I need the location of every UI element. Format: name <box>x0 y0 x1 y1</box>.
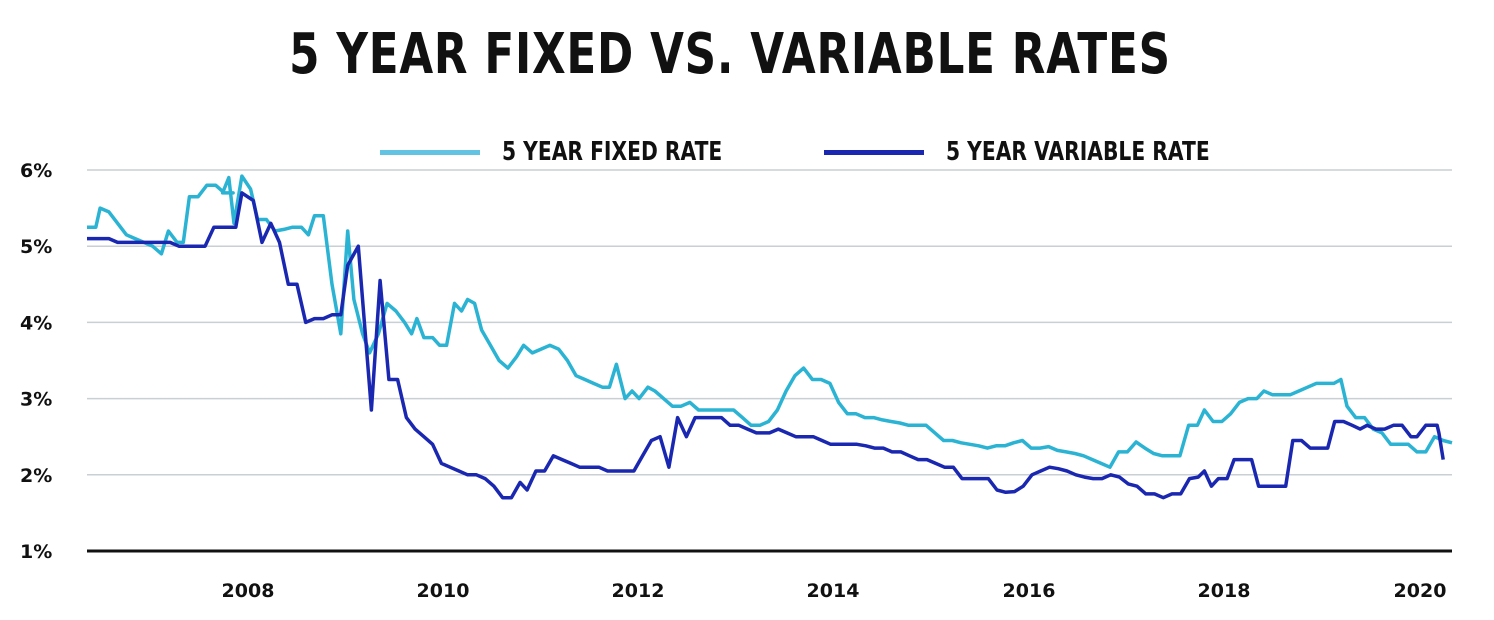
series-line-fixed-rate <box>87 174 1453 469</box>
x-tick-label: 2020 <box>1394 580 1447 602</box>
y-tick-label: 6% <box>20 160 52 182</box>
y-tick-label: 4% <box>20 312 52 334</box>
x-tick-label: 2010 <box>417 580 470 602</box>
x-tick-label: 2014 <box>807 580 860 602</box>
legend-item-variable: 5 YEAR VARIABLE RATE <box>824 137 1284 167</box>
x-tick-label: 2008 <box>222 580 275 602</box>
y-tick-label: 3% <box>20 389 52 411</box>
y-tick-label: 1% <box>20 541 52 563</box>
legend-swatch-fixed <box>380 149 480 155</box>
legend-label-variable: 5 YEAR VARIABLE RATE <box>946 137 1211 167</box>
legend-item-fixed: 5 YEAR FIXED RATE <box>380 137 784 167</box>
legend-label-fixed: 5 YEAR FIXED RATE <box>502 137 723 167</box>
x-tick-label: 2016 <box>1003 580 1056 602</box>
legend-swatch-variable <box>824 149 925 155</box>
legend: 5 YEAR FIXED RATE 5 YEAR VARIABLE RATE <box>380 136 1324 168</box>
x-tick-label: 2018 <box>1198 580 1251 602</box>
y-tick-label: 2% <box>20 465 52 487</box>
y-tick-label: 5% <box>20 236 52 258</box>
series-line-variable-rate <box>87 191 1445 500</box>
x-tick-label: 2012 <box>612 580 665 602</box>
chart-title: 5 YEAR FIXED VS. VARIABLE RATES <box>289 22 1171 87</box>
